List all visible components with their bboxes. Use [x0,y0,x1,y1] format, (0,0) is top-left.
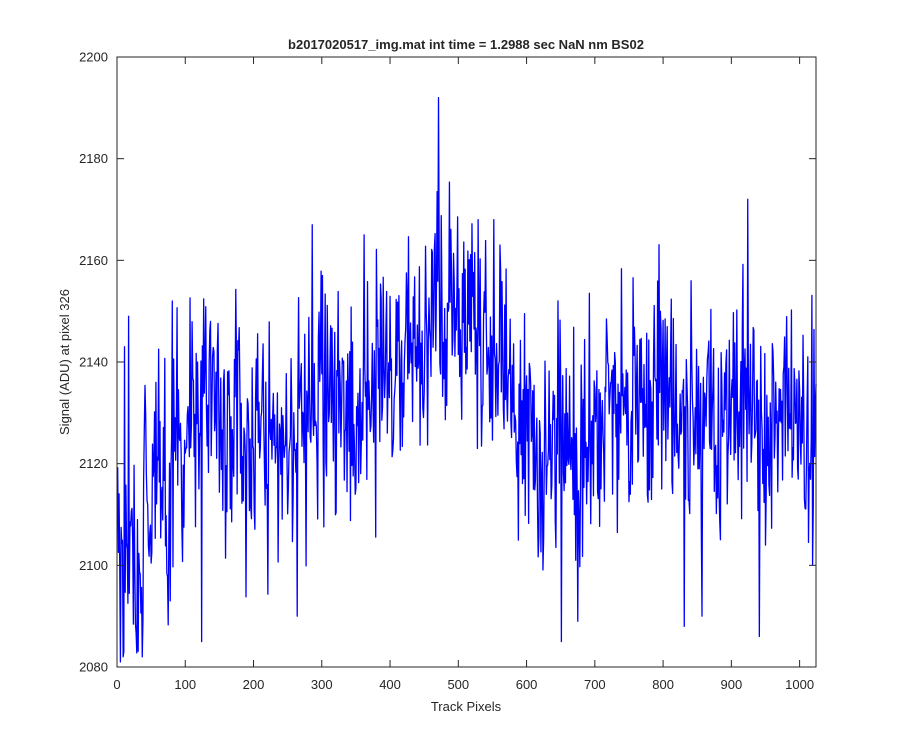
x-tick-label: 0 [113,677,120,692]
series-line [117,97,817,663]
x-tick-label: 800 [652,677,674,692]
x-tick-label: 1000 [785,677,814,692]
y-tick-label: 2100 [79,558,108,573]
x-tick-label: 400 [379,677,401,692]
x-axis: 0 100 200 300 400 500 600 700 800 900 1000 [113,57,814,692]
y-axis: 2080 2100 2120 2140 2160 2180 2200 [79,50,816,675]
x-axis-label: Track Pixels [431,699,502,714]
y-tick-label: 2200 [79,50,108,65]
y-axis-label: Signal (ADU) at pixel 326 [57,289,72,435]
x-tick-label: 700 [584,677,606,692]
x-tick-label: 300 [311,677,333,692]
x-tick-label: 900 [721,677,743,692]
x-tick-label: 100 [174,677,196,692]
chart-title: b2017020517_img.mat int time = 1.2988 se… [288,37,644,52]
y-tick-label: 2080 [79,660,108,675]
y-tick-label: 2140 [79,355,108,370]
x-tick-label: 200 [243,677,265,692]
x-tick-label: 500 [447,677,469,692]
y-tick-label: 2180 [79,151,108,166]
y-tick-label: 2160 [79,253,108,268]
y-tick-label: 2120 [79,456,108,471]
series-layer [117,97,817,663]
x-tick-label: 600 [516,677,538,692]
